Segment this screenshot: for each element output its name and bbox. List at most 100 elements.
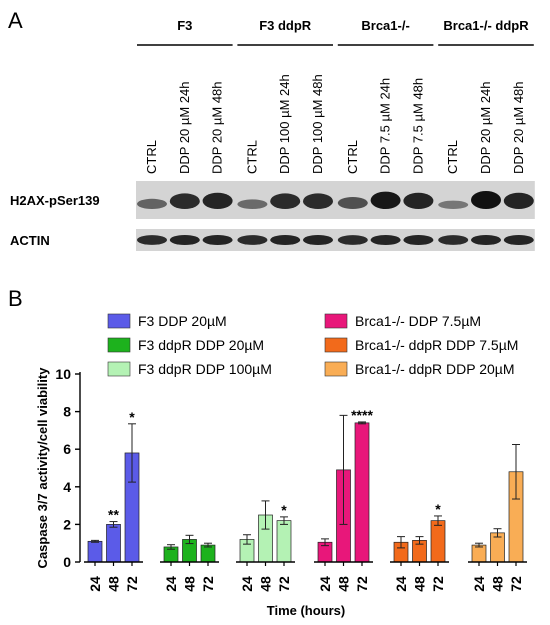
legend-swatch bbox=[324, 337, 348, 353]
blot-band bbox=[303, 234, 333, 246]
legend-swatch bbox=[107, 337, 131, 353]
y-tick-label: 4 bbox=[63, 479, 71, 495]
bar bbox=[471, 544, 487, 563]
blot-strip bbox=[136, 229, 535, 251]
blot-rows: H2AX-pSer139 ACTIN bbox=[10, 181, 535, 251]
x-tick-label: 48 bbox=[106, 576, 122, 592]
bar bbox=[276, 520, 292, 563]
legend-item: Brca1-/- ddpR DDP 7.5µM bbox=[324, 337, 518, 353]
lane-label: CTRL bbox=[144, 140, 159, 174]
blot-band bbox=[438, 200, 469, 209]
y-tick-label: 6 bbox=[63, 441, 71, 457]
lane-label: DDP 100 µM 24h bbox=[277, 74, 292, 174]
blot-band bbox=[337, 197, 368, 209]
blot-band bbox=[270, 234, 301, 246]
lane-label: DDP 7.5 µM 48h bbox=[410, 78, 425, 174]
blot-band bbox=[202, 192, 233, 209]
x-tick-label: 24 bbox=[471, 576, 487, 592]
group-header: F3 ddpR bbox=[259, 18, 312, 33]
significance-marker: * bbox=[129, 409, 135, 425]
panel-a-label: A bbox=[8, 8, 23, 33]
panel-b: B F3 DDP 20µM F3 ddpR DDP 20µM F3 ddpR DDP… bbox=[8, 286, 527, 618]
lane-label: DDP 20 µM 48h bbox=[511, 81, 526, 174]
x-tick-label: 72 bbox=[354, 576, 370, 592]
x-tick-label: 24 bbox=[163, 576, 179, 592]
significance-marker: **** bbox=[351, 407, 373, 423]
blot-band bbox=[471, 191, 501, 209]
panel-b-label: B bbox=[8, 286, 23, 311]
legend-label: F3 DDP 20µM bbox=[138, 313, 227, 329]
blot-band bbox=[169, 234, 200, 246]
lane-label: DDP 20 µM 24h bbox=[177, 81, 192, 174]
group-header: Brca1-/- ddpR bbox=[443, 18, 529, 33]
legend-swatch bbox=[107, 361, 131, 377]
blot-band bbox=[503, 234, 534, 246]
group-header: Brca1-/- bbox=[361, 18, 409, 33]
x-tick-label: 48 bbox=[336, 576, 352, 592]
blot-band bbox=[471, 234, 501, 246]
lane-label: DDP 100 µM 48h bbox=[310, 74, 325, 174]
blot-band bbox=[137, 235, 167, 245]
lane-label: CTRL bbox=[445, 140, 460, 174]
legend-item: Brca1-/- ddpR DDP 20µM bbox=[324, 361, 515, 377]
significance-marker: * bbox=[435, 501, 441, 517]
panel-a: A F3 F3 ddpR Brca1-/- Brca1-/- ddpR CTRL DDP… bbox=[8, 8, 535, 251]
blot-band bbox=[237, 199, 268, 209]
blot-band bbox=[403, 192, 434, 209]
lane-label: DDP 20 µM 24h bbox=[478, 81, 493, 174]
legend-swatch bbox=[107, 313, 131, 329]
x-tick-label: 72 bbox=[200, 576, 216, 592]
significance-marker: * bbox=[281, 502, 287, 518]
bars: ********* bbox=[87, 407, 524, 563]
blot-band bbox=[169, 193, 200, 209]
lane-label: DDP 7.5 µM 24h bbox=[378, 78, 393, 174]
bar bbox=[200, 544, 216, 563]
blot-band bbox=[370, 234, 401, 246]
x-axis-label: Time (hours) bbox=[267, 603, 346, 618]
group-headers: F3 F3 ddpR Brca1-/- Brca1-/- ddpR bbox=[137, 18, 534, 46]
y-axis-label: Caspase 3/7 activity/cell viability bbox=[35, 367, 50, 569]
legend-item: Brca1-/- DDP 7.5µM bbox=[324, 313, 481, 329]
blot-band bbox=[303, 193, 333, 209]
y-tick-label: 8 bbox=[63, 404, 71, 420]
legend-label: Brca1-/- ddpR DDP 7.5µM bbox=[355, 337, 518, 353]
legend-item: F3 ddpR DDP 20µM bbox=[107, 337, 264, 353]
legend-label: F3 ddpR DDP 100µM bbox=[138, 361, 272, 377]
legend-swatch bbox=[324, 361, 348, 377]
legend-swatch bbox=[324, 313, 348, 329]
x-tick-label: 48 bbox=[412, 576, 428, 592]
lane-label: CTRL bbox=[244, 140, 259, 174]
y-tick-label: 10 bbox=[55, 366, 71, 382]
lane-labels: CTRL DDP 20 µM 24h DDP 20 µM 48h CTRL DDP 10… bbox=[144, 74, 526, 174]
y-axis: 0 2 4 6 8 10 bbox=[55, 366, 81, 570]
x-axis: 24 48 72 24 48 72 24 48 72 24 48 72 24 48 72 24 48 72 bbox=[84, 561, 527, 592]
bar bbox=[87, 540, 103, 563]
blot-band bbox=[270, 193, 301, 209]
x-tick-label: 48 bbox=[182, 576, 198, 592]
x-tick-label: 72 bbox=[124, 576, 140, 592]
blot-label: ACTIN bbox=[10, 233, 50, 248]
bar bbox=[430, 520, 446, 563]
x-tick-label: 48 bbox=[258, 576, 274, 592]
blot-band bbox=[370, 191, 401, 209]
bar bbox=[106, 524, 121, 563]
group-header: F3 bbox=[177, 18, 192, 33]
blot-band bbox=[237, 235, 268, 245]
y-tick-label: 0 bbox=[63, 554, 71, 570]
bar bbox=[354, 422, 370, 563]
legend-item: F3 ddpR DDP 100µM bbox=[107, 361, 272, 377]
legend-label: Brca1-/- ddpR DDP 20µM bbox=[355, 361, 515, 377]
legend: F3 DDP 20µM F3 ddpR DDP 20µM F3 ddpR DDP 1… bbox=[107, 313, 518, 377]
lane-label: DDP 20 µM 48h bbox=[210, 81, 225, 174]
blot-band bbox=[503, 192, 534, 209]
x-tick-label: 48 bbox=[490, 576, 506, 592]
y-tick-label: 2 bbox=[63, 516, 71, 532]
legend-label: F3 ddpR DDP 20µM bbox=[138, 337, 264, 353]
x-tick-label: 24 bbox=[87, 576, 103, 592]
blot-label: H2AX-pSer139 bbox=[10, 193, 100, 208]
blot-band bbox=[337, 235, 368, 245]
blot-band bbox=[403, 234, 434, 246]
blot-band bbox=[202, 234, 233, 246]
x-tick-label: 24 bbox=[239, 576, 255, 592]
